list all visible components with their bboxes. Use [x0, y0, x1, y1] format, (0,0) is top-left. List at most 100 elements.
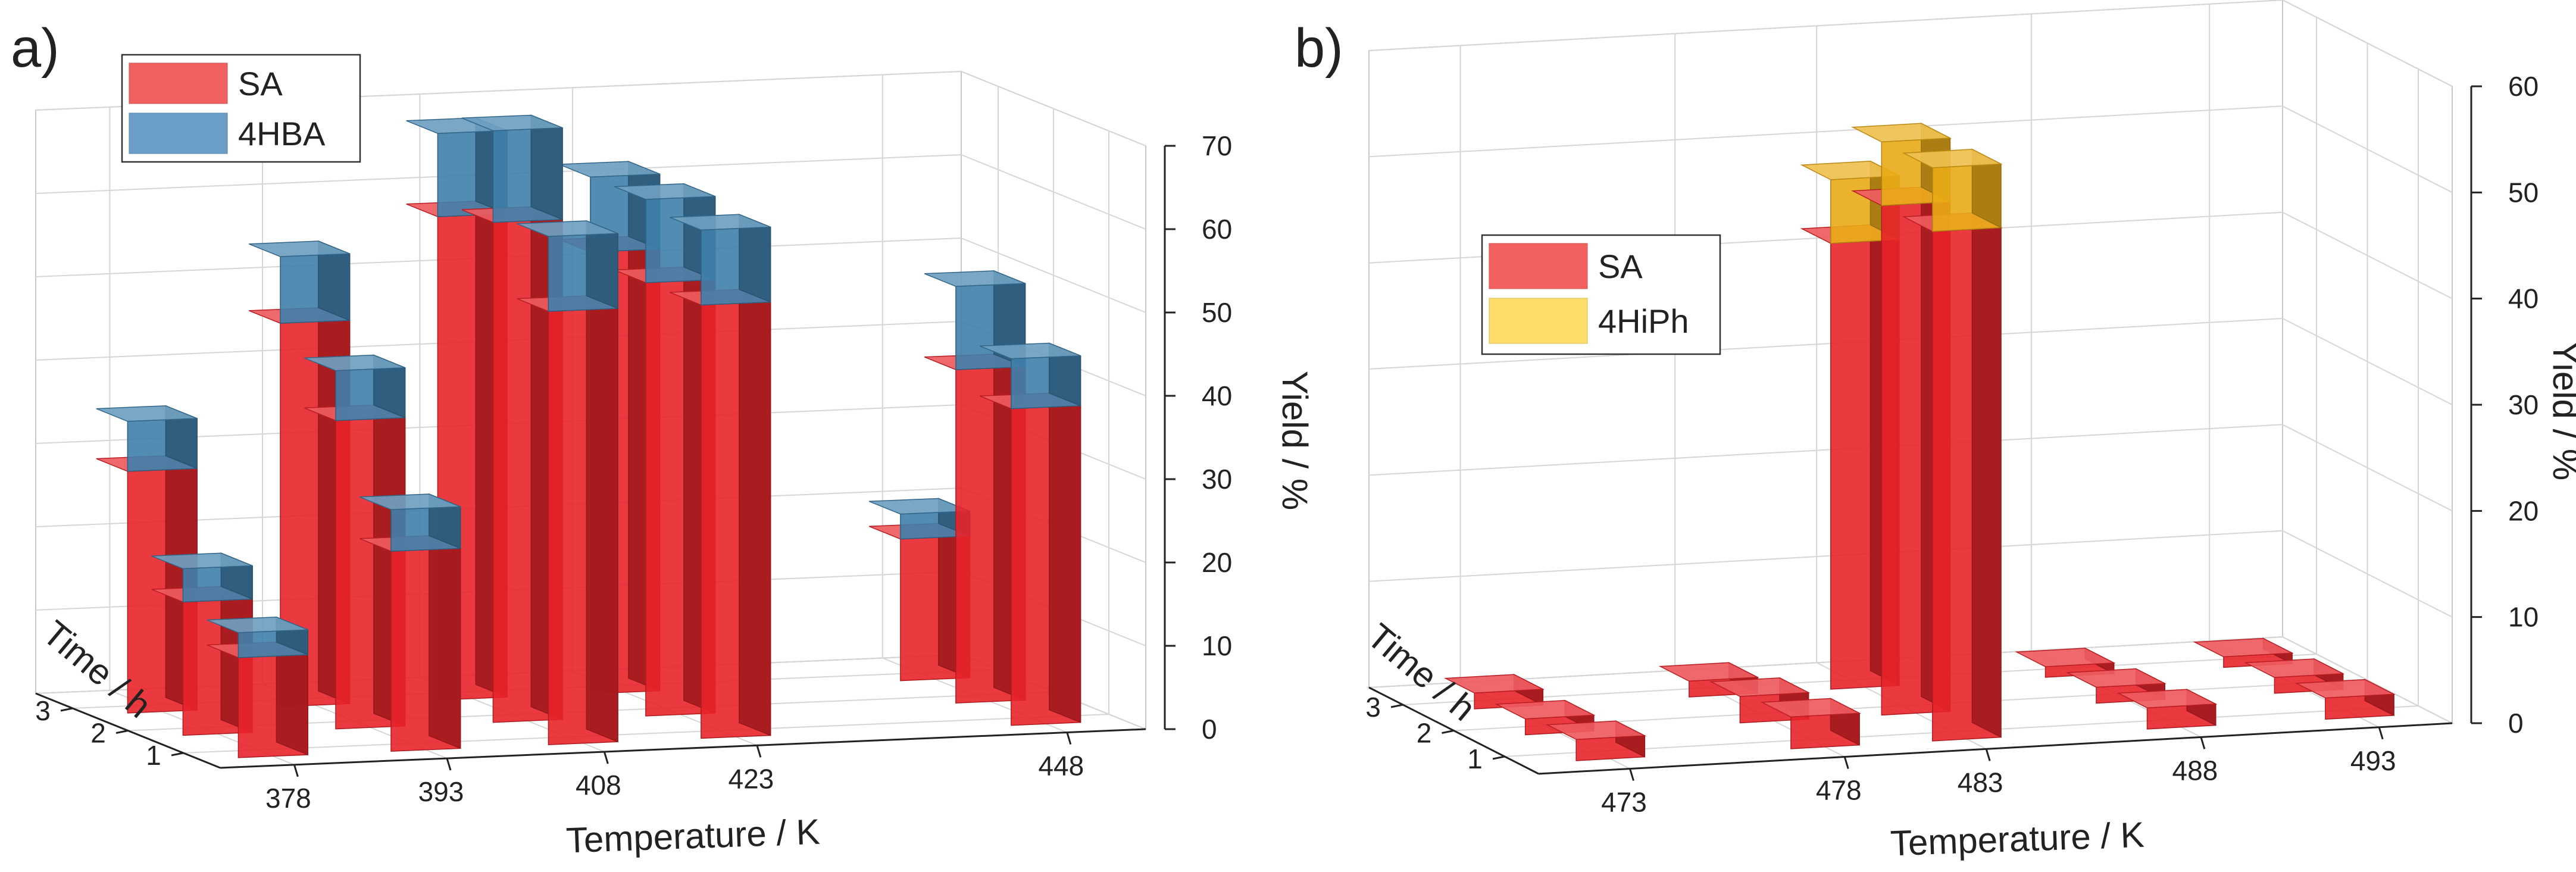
y-tick-mark [1390, 704, 1403, 708]
x-gridline [1816, 26, 1987, 750]
panel-label: b) [1295, 18, 1343, 79]
x-gridline [1459, 45, 1630, 770]
x-tick-label: 473 [1601, 787, 1647, 818]
bar-sa-top [1495, 699, 1596, 720]
legend-label: 4HiPh [1598, 302, 1689, 340]
bar-sa-side [739, 289, 771, 736]
x-tick-label: 493 [2350, 745, 2396, 776]
bar-sa-side [1971, 212, 2002, 738]
bar-sa-top [2015, 648, 2116, 667]
legend-label: 4HBA [238, 115, 326, 152]
bar-sa-top [1545, 720, 1647, 740]
bar-4hiph-top [1800, 161, 1901, 180]
bar-4hba-top [868, 498, 970, 515]
z-tick-label: 50 [2508, 177, 2539, 208]
bar-4hba-top [669, 214, 771, 231]
bar-sa-top [2294, 679, 2396, 699]
z-gridline [1368, 0, 2453, 87]
legend-swatch [1489, 243, 1588, 289]
y-tick-label: 3 [35, 695, 51, 726]
bar-sa-side [1049, 392, 1081, 723]
bar-sa-top [1443, 674, 1545, 694]
bar-sa-side [276, 641, 308, 756]
z-gridline [1368, 530, 2453, 618]
x-tick-mark [293, 764, 299, 777]
z-axis-title: Yield / % [1275, 371, 1315, 511]
x-gridline [2030, 14, 2202, 738]
bar-sa-top [1760, 698, 1861, 718]
bar-4hba-top [614, 183, 715, 200]
x-tick-mark [2200, 736, 2206, 749]
x-tick-label: 478 [1816, 775, 1862, 806]
bar-4hba-top [461, 114, 563, 132]
x-tick-mark [1843, 757, 1849, 769]
bar-4hba-top [359, 493, 461, 510]
bar-4hba-top [924, 270, 1026, 287]
z-tick-label: 0 [1202, 714, 1217, 745]
bar-4hba-top [151, 552, 253, 570]
x-tick-mark [603, 751, 609, 764]
z-gridline [1368, 105, 2453, 193]
panel-label: a) [11, 18, 60, 79]
z-tick-label: 50 [1202, 297, 1232, 328]
x-tick-mark [1629, 768, 1634, 781]
bar-4hiph-top [1851, 123, 1952, 143]
z-gridline [35, 154, 1146, 230]
legend-swatch [129, 112, 228, 154]
z-tick-label: 20 [1202, 547, 1232, 578]
z-tick-label: 0 [2508, 708, 2524, 739]
bars-layer [96, 114, 2396, 761]
z-tick-label: 30 [1202, 464, 1232, 495]
x-tick-label: 483 [1958, 767, 2003, 798]
bar-4hba-top [207, 616, 308, 633]
x-axis-title: Temperature / K [565, 812, 821, 861]
bar-4hba-top [558, 161, 660, 178]
z-axis-title: Yield / % [2546, 341, 2576, 481]
bar-sa-top [2117, 689, 2218, 708]
bar-sa-side [429, 535, 461, 749]
y-gridline [183, 131, 1109, 754]
bar-4hba-top [96, 405, 198, 422]
z-tick-label: 60 [2508, 71, 2539, 102]
y-tick-mark [171, 752, 184, 757]
z-tick-label: 40 [1202, 380, 1232, 411]
z-tick-label: 70 [1202, 130, 1232, 161]
x-gridline [1674, 33, 1845, 758]
bar-sa-top [1709, 677, 1811, 697]
bar-sa-top [2244, 658, 2345, 678]
x-tick-mark [446, 758, 452, 771]
x-tick-label: 408 [576, 770, 621, 801]
legend-label: SA [238, 65, 283, 102]
bar-sa-top [2065, 668, 2167, 688]
bar-sa-side [586, 295, 618, 743]
y-tick-label: 1 [1467, 743, 1483, 774]
x-tick-label: 423 [729, 763, 774, 794]
z-tick-label: 10 [1202, 630, 1232, 661]
z-tick-label: 10 [2508, 602, 2539, 633]
legend-label: SA [1598, 248, 1643, 285]
y-tick-mark [60, 707, 73, 712]
z-tick-label: 40 [2508, 283, 2539, 314]
x-tick-mark [1066, 732, 1072, 745]
y-tick-mark [1442, 730, 1454, 734]
x-tick-label: 488 [2172, 755, 2218, 786]
x-tick-mark [756, 745, 762, 758]
bar-4hiph-top [1902, 149, 2003, 168]
z-tick-label: 60 [1202, 214, 1232, 245]
x-tick-label: 393 [418, 776, 464, 807]
x-axis-line [220, 728, 1146, 769]
bar-sa-top [1658, 662, 1759, 682]
x-axis-line [1538, 722, 2453, 775]
bar-4hba-top [979, 342, 1081, 360]
bar-sa-top [2193, 637, 2294, 658]
y-tick-label: 1 [146, 740, 161, 771]
x-gridline [881, 74, 1068, 733]
x-tick-mark [2378, 727, 2384, 740]
x-tick-label: 448 [1038, 751, 1084, 782]
x-tick-label: 378 [265, 783, 311, 814]
y-tick-mark [1492, 755, 1505, 760]
y-tick-label: 2 [90, 718, 106, 749]
x-tick-mark [1985, 748, 1991, 761]
z-tick-label: 20 [2508, 495, 2539, 526]
